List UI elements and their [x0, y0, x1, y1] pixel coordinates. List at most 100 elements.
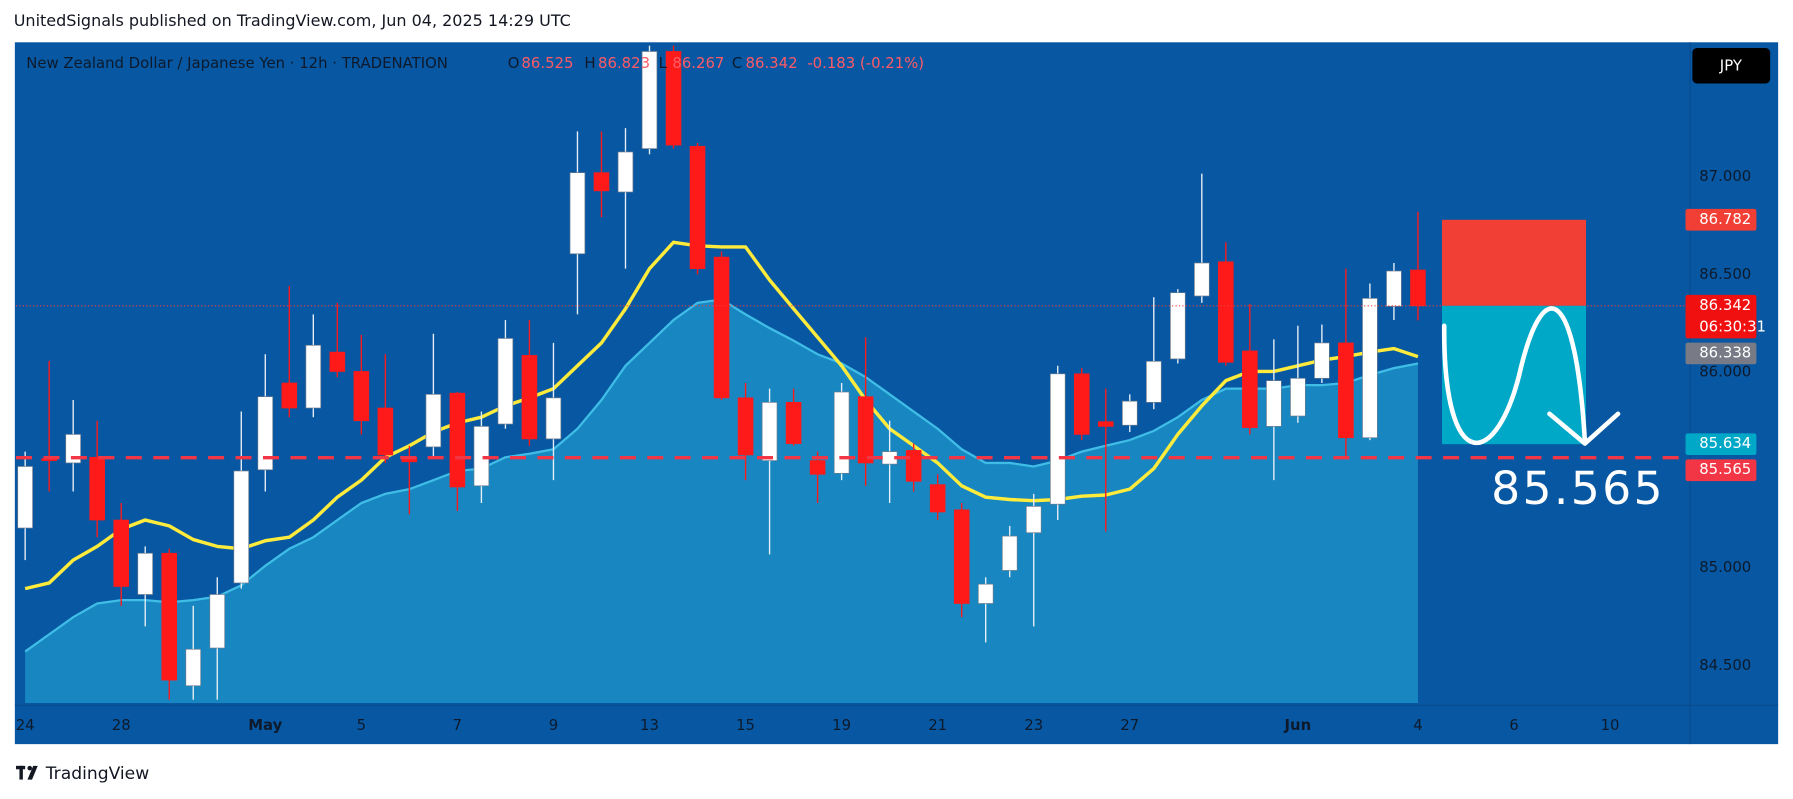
candle-body — [1121, 400, 1138, 426]
brand-name: TradingView — [45, 764, 149, 784]
candle-body — [137, 552, 154, 595]
candle-body — [161, 552, 178, 681]
forecast-arrowhead — [1547, 411, 1621, 446]
currency-button[interactable] — [1692, 48, 1771, 84]
candle-body — [377, 407, 394, 456]
currency-button-label[interactable]: JPY — [1719, 56, 1743, 74]
candle-body — [809, 460, 826, 475]
x-tick-label: 9 — [549, 716, 558, 734]
candle-body — [761, 402, 778, 461]
candle-body — [1410, 269, 1426, 307]
ohlc-value: 86.823 — [598, 54, 650, 72]
ohlc-value: 86.267 — [672, 54, 724, 72]
ma-area — [25, 299, 1418, 703]
candle-body — [1338, 342, 1354, 439]
logo-stem — [19, 765, 23, 780]
candle-body — [641, 51, 658, 149]
candle-body — [953, 509, 970, 604]
ohlc-letter: C — [732, 54, 742, 72]
candle-body — [89, 456, 105, 521]
forecast-curve — [1441, 306, 1588, 445]
y-tick-label: 86.500 — [1699, 265, 1751, 283]
candle-body — [593, 172, 610, 192]
candle-body — [1290, 377, 1306, 417]
target-annotation: 85.565 — [1491, 462, 1665, 515]
x-tick-label: 23 — [1024, 716, 1043, 734]
x-tick-label: 5 — [357, 716, 366, 734]
y-tick-label: 84.500 — [1699, 656, 1751, 674]
candle-body — [1073, 373, 1090, 435]
candle-body — [1314, 342, 1330, 379]
ohlc-letter: H — [584, 54, 595, 72]
candle-body — [833, 391, 850, 474]
candle-body — [905, 450, 922, 482]
second-price-label: 86.338 — [1699, 343, 1751, 361]
candle-body — [1097, 421, 1114, 427]
change-label: -0.183 (-0.21%) — [807, 54, 924, 72]
stop-price-label-box — [1685, 208, 1757, 231]
plot-area — [16, 45, 1691, 703]
ma-line — [24, 240, 1419, 591]
x-tick-label: 28 — [112, 716, 131, 734]
x-tick-label: 24 — [16, 716, 35, 734]
y-tick-label: 86.000 — [1699, 363, 1751, 381]
y-tick-label: 87.000 — [1699, 167, 1751, 185]
chart-title: New Zealand Dollar / Japanese Yen · 12h … — [26, 54, 448, 72]
target-zone — [1441, 305, 1587, 445]
x-tick-label: 7 — [453, 716, 462, 734]
candle-body — [569, 172, 586, 255]
candle-body — [17, 466, 33, 529]
x-tick-label: May — [248, 716, 282, 734]
candle-body — [545, 397, 562, 440]
stop-price-label: 86.782 — [1699, 210, 1751, 228]
candle-body — [617, 151, 634, 193]
x-tick-label: 13 — [640, 716, 659, 734]
candle-body — [185, 648, 202, 687]
candle-body — [929, 484, 946, 513]
candle-body — [713, 256, 730, 399]
candle-body — [425, 393, 442, 448]
candle-body — [1218, 261, 1234, 363]
x-tick-label: 15 — [736, 716, 755, 734]
candle-body — [521, 355, 538, 440]
candle-body — [281, 382, 298, 409]
logo-slash — [27, 765, 38, 780]
x-tick-label: 4 — [1413, 716, 1422, 734]
target-line-label-box — [1685, 459, 1757, 482]
candle-body — [1146, 360, 1162, 403]
candle-body — [305, 344, 322, 409]
candle-body — [1386, 270, 1402, 307]
published-line: UnitedSignals published on TradingView.c… — [14, 11, 571, 30]
candle-body — [1194, 262, 1210, 297]
candle-body — [1049, 373, 1066, 505]
target-price-label: 85.634 — [1699, 434, 1751, 452]
candle-body — [737, 397, 754, 456]
candle-body — [449, 392, 466, 488]
candle-body — [1362, 298, 1378, 439]
logo-dot — [27, 765, 33, 771]
candle-body — [65, 434, 81, 464]
candle-body — [1001, 535, 1018, 571]
candle-body — [257, 396, 274, 471]
brand-logo — [16, 765, 38, 780]
x-tick-label: 27 — [1120, 716, 1139, 734]
x-tick-label: Jun — [1284, 716, 1312, 734]
target-price-label-box — [1685, 433, 1757, 456]
candle-body — [353, 371, 370, 422]
x-tick-label: 19 — [832, 716, 851, 734]
candle-body — [113, 519, 129, 587]
x-tick-label: 6 — [1509, 716, 1518, 734]
ohlc-value: 86.525 — [521, 54, 573, 72]
candle-body — [233, 470, 250, 584]
candle-body — [785, 402, 802, 444]
candle-body — [1170, 292, 1186, 360]
ohlc-letter: O — [508, 54, 520, 72]
candle-body — [1025, 505, 1042, 534]
y-tick-label: 85.000 — [1699, 558, 1751, 576]
candle-body — [329, 351, 346, 372]
second-price-label-box — [1685, 342, 1757, 365]
candle-body — [977, 583, 994, 604]
stop-zone — [1441, 219, 1587, 306]
